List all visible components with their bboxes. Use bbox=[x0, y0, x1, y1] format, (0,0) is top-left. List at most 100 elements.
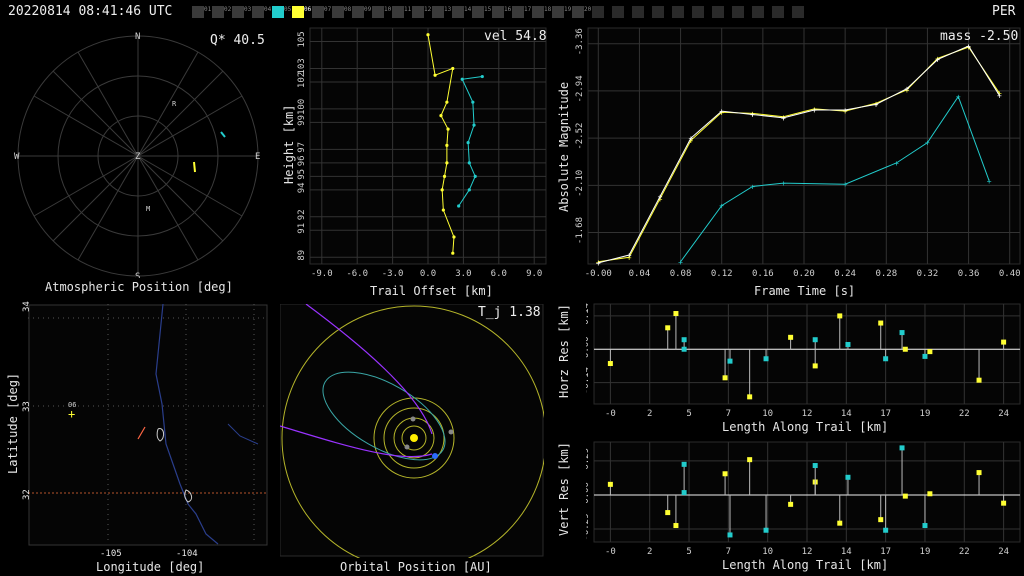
magnitude-point: + bbox=[596, 259, 601, 268]
station-label-17: 17 bbox=[524, 6, 532, 13]
xtick-label: 6.0 bbox=[491, 269, 507, 276]
station-label-19: 19 bbox=[564, 6, 572, 13]
station-box-09 bbox=[352, 6, 364, 18]
horz-ylabel: Horz Res [km] bbox=[557, 304, 571, 398]
residual-point bbox=[747, 394, 753, 400]
xtick-label: 0.32 bbox=[917, 269, 939, 276]
station-box-empty bbox=[772, 6, 784, 18]
map-title: Longitude [deg] bbox=[96, 560, 205, 574]
ytick-label: 0.29 bbox=[586, 448, 591, 470]
station-label-06: 06 bbox=[304, 6, 312, 13]
xtick-label: 19 bbox=[920, 409, 931, 419]
xtick-label: 0.04 bbox=[629, 269, 651, 276]
trail-point bbox=[466, 141, 470, 145]
residual-point bbox=[673, 523, 679, 529]
ytick-label: 89 bbox=[297, 250, 307, 261]
residual-point bbox=[788, 334, 794, 340]
ytick-label: -0.14 bbox=[586, 367, 591, 394]
residual-point bbox=[673, 311, 679, 317]
ytick-label: 99 bbox=[297, 115, 307, 126]
magnitude-point: + bbox=[812, 105, 817, 114]
compass-n: N bbox=[135, 32, 140, 42]
station-label-18: 18 bbox=[544, 6, 552, 13]
trail-point bbox=[471, 100, 475, 104]
trail-point bbox=[451, 66, 455, 71]
compass-e: E bbox=[255, 152, 260, 162]
magnitude-point: + bbox=[935, 55, 940, 64]
xtick-label: -0 bbox=[605, 547, 616, 557]
ytick-label: 94 bbox=[297, 182, 307, 193]
magnitude-point: + bbox=[874, 99, 879, 108]
magnitude-point: + bbox=[750, 182, 755, 191]
residual-point bbox=[883, 527, 889, 533]
station-label-04: 04 bbox=[264, 6, 272, 13]
ytick-label: 96 bbox=[297, 155, 307, 166]
station-box-06 bbox=[292, 6, 304, 18]
residual-point bbox=[812, 363, 818, 369]
xtick-label: 2 bbox=[647, 547, 652, 557]
station-label-12: 12 bbox=[424, 6, 432, 13]
station-box-12 bbox=[412, 6, 424, 18]
residual-point bbox=[837, 520, 843, 526]
map-ytick-32: 32 bbox=[22, 489, 32, 500]
xtick-label: -6.0 bbox=[346, 269, 368, 276]
magnitude-point: + bbox=[843, 107, 848, 116]
earth bbox=[432, 453, 438, 459]
marker-m: M bbox=[146, 205, 150, 213]
magnitude-point: + bbox=[935, 54, 940, 63]
trail-point bbox=[439, 114, 443, 118]
residual-point bbox=[922, 523, 928, 529]
magnitude-series-line bbox=[680, 95, 990, 263]
trail-point bbox=[445, 100, 449, 104]
residual-point bbox=[976, 470, 982, 476]
station-box-17 bbox=[512, 6, 524, 18]
station-box-05 bbox=[272, 6, 284, 18]
xtick-label: 14 bbox=[841, 409, 852, 419]
ytick-label: -2.10 bbox=[575, 170, 585, 197]
station-box-08 bbox=[332, 6, 344, 18]
map-xtick-104: -104 bbox=[176, 549, 198, 559]
residual-point bbox=[845, 341, 851, 347]
compass-s: S bbox=[135, 272, 140, 278]
station-box-empty bbox=[692, 6, 704, 18]
trail-point bbox=[457, 204, 461, 208]
station-box-empty bbox=[672, 6, 684, 18]
xtick-label: 17 bbox=[880, 547, 891, 557]
residual-point bbox=[681, 346, 687, 352]
trail-point bbox=[426, 33, 430, 37]
xtick-label: -3.0 bbox=[382, 269, 404, 276]
trail-point bbox=[433, 73, 437, 77]
residual-point bbox=[927, 491, 933, 497]
magnitude-point: + bbox=[956, 93, 961, 102]
station-box-07 bbox=[312, 6, 324, 18]
xtick-label: 14 bbox=[841, 547, 852, 557]
map-xtick-105: -105 bbox=[100, 549, 122, 559]
magnitude-point: + bbox=[997, 91, 1002, 100]
station-box-02 bbox=[212, 6, 224, 18]
vert-title: Length Along Trail [km] bbox=[722, 558, 889, 572]
station-box-empty bbox=[752, 6, 764, 18]
station-box-empty bbox=[612, 6, 624, 18]
magnitude-point: + bbox=[719, 202, 724, 211]
station-box-19 bbox=[552, 6, 564, 18]
ytick-label: 103 bbox=[297, 58, 307, 74]
station-label-09: 09 bbox=[364, 6, 372, 13]
magnitude-point: + bbox=[688, 136, 693, 145]
station-label-01: 01 bbox=[204, 6, 212, 13]
trail-point bbox=[452, 235, 456, 239]
station-label-13: 13 bbox=[444, 6, 452, 13]
residual-point bbox=[812, 463, 818, 469]
magnitude-point: + bbox=[627, 251, 632, 260]
station-label-10: 10 bbox=[384, 6, 392, 13]
magnitude-ylabel: Absolute Magnitude bbox=[557, 81, 571, 212]
station-label-03: 03 bbox=[244, 6, 252, 13]
magnitude-point: + bbox=[719, 108, 724, 117]
trail-point bbox=[440, 188, 444, 192]
station-label-07: 07 bbox=[324, 6, 332, 13]
ytick-label: -1.68 bbox=[575, 217, 585, 244]
station-box-empty bbox=[592, 6, 604, 18]
residual-point bbox=[681, 337, 687, 343]
station-bar[interactable]: 01 02 03 04 05 06 07 08 09 10 11 12 13 14 15 16 17 18 19 20 bbox=[192, 6, 832, 19]
atmospheric-title: Atmospheric Position [deg] bbox=[45, 280, 233, 294]
residual-point bbox=[902, 493, 908, 499]
